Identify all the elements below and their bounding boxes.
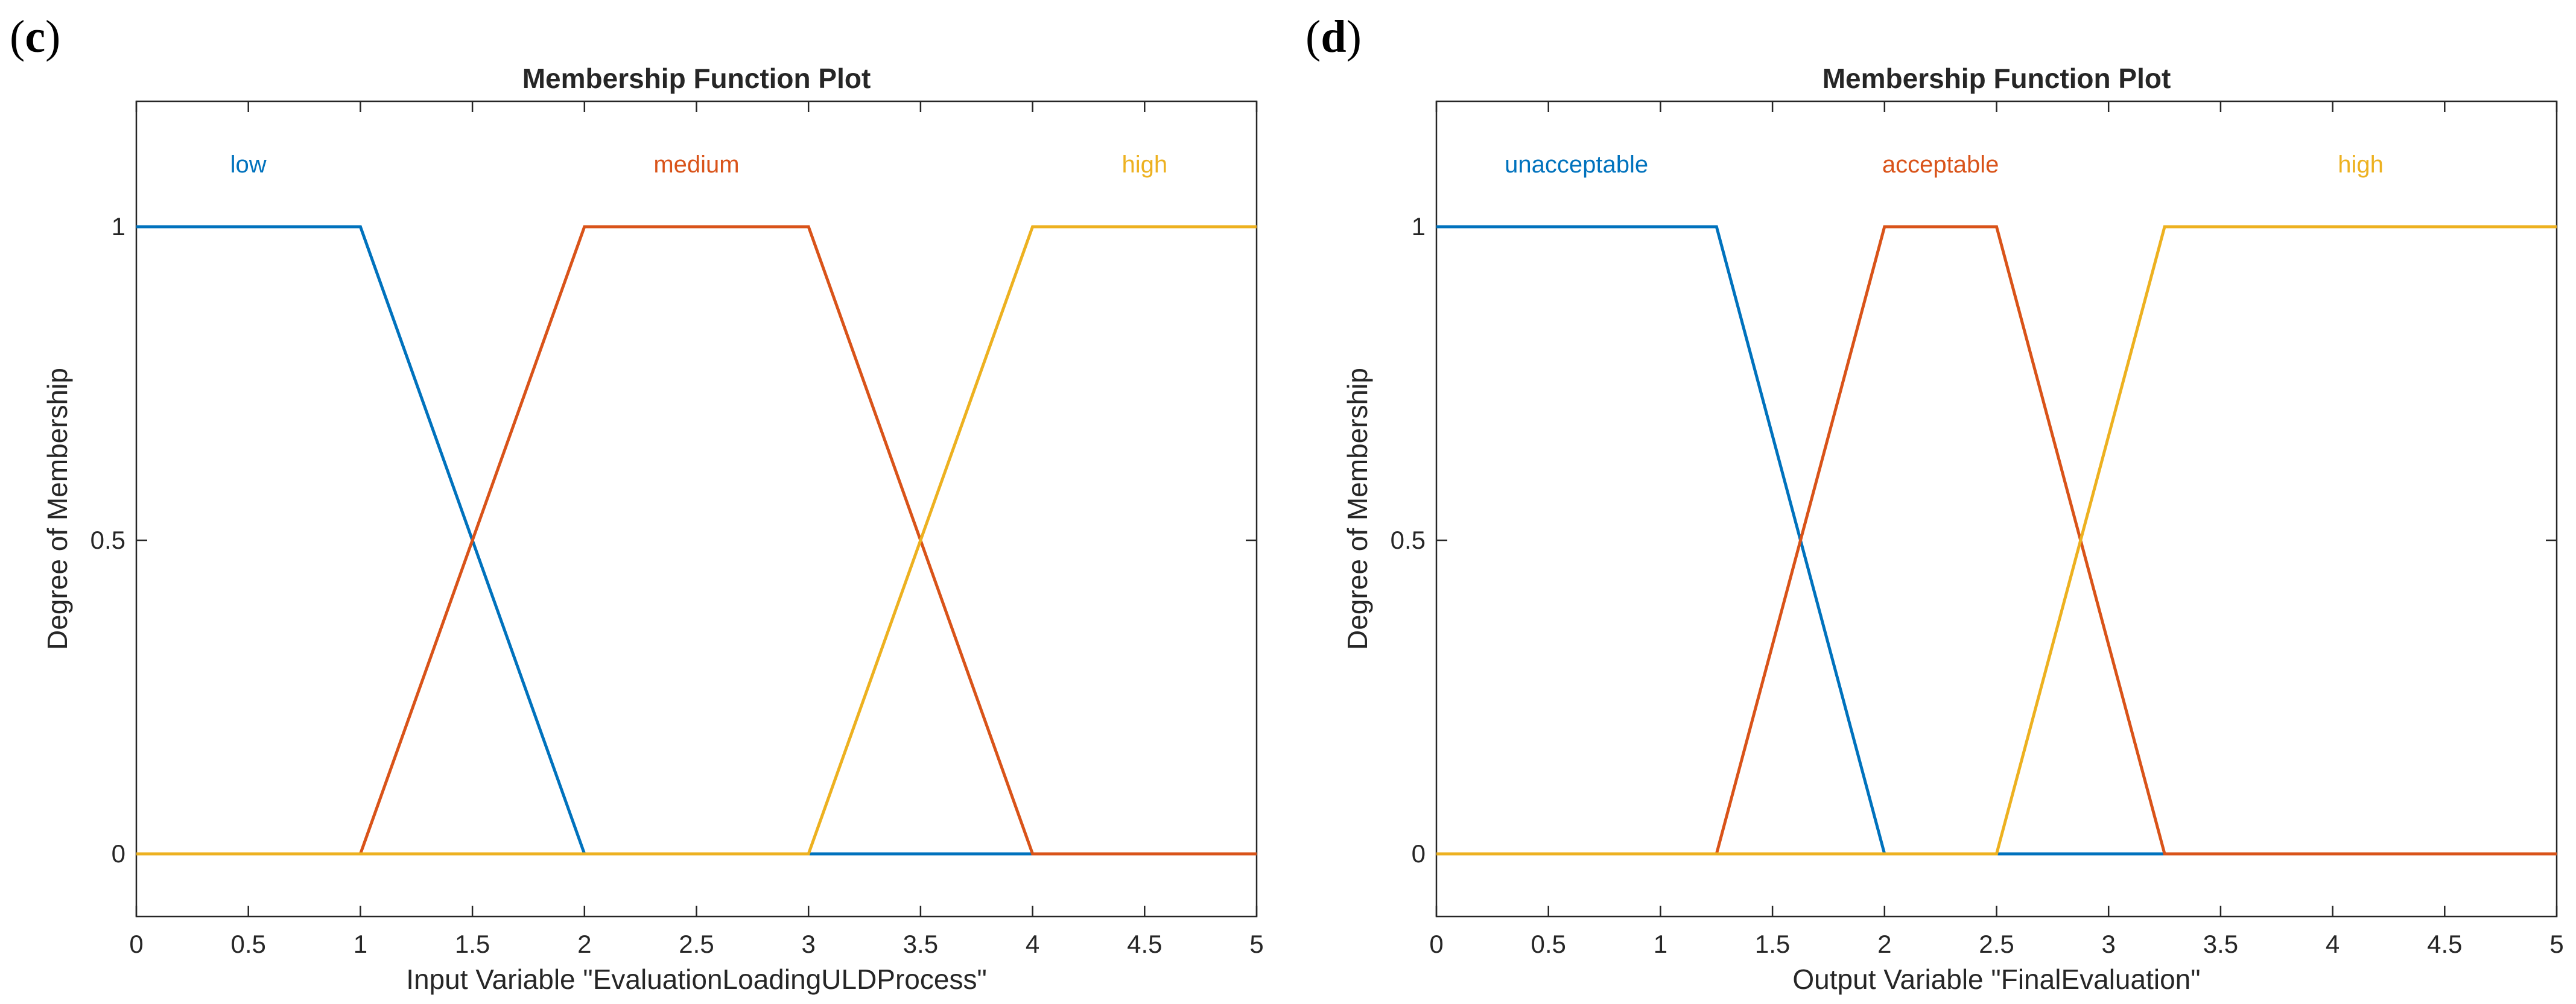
series-line-high xyxy=(136,225,1257,856)
y-tick-label: 0.5 xyxy=(1391,526,1426,554)
series-line-high xyxy=(1436,225,2557,856)
x-axis-label-d: Output Variable "FinalEvaluation" xyxy=(1792,964,2200,995)
x-tick-label: 2.5 xyxy=(1979,930,2014,958)
panel-letter-c: (c) xyxy=(10,11,60,62)
mf-label-low: low xyxy=(230,151,267,178)
x-tick-label: 4.5 xyxy=(2427,930,2462,958)
x-tick-label: 4 xyxy=(2326,930,2340,958)
x-tick-label: 3.5 xyxy=(2203,930,2238,958)
y-tick-label: 1 xyxy=(1412,212,1426,241)
x-tick-label: 1 xyxy=(354,930,367,958)
x-tick-label: 2 xyxy=(1877,930,1891,958)
plot-area-d xyxy=(1435,100,2558,918)
x-tick-label: 2 xyxy=(577,930,591,958)
x-tick-label: 2.5 xyxy=(679,930,714,958)
x-tick-label: 0.5 xyxy=(1531,930,1566,958)
y-tick-label: 0 xyxy=(112,839,125,868)
x-tick-label: 3 xyxy=(2102,930,2116,958)
x-tick-label: 0 xyxy=(1429,930,1443,958)
mf-label-unacceptable: unacceptable xyxy=(1505,151,1648,178)
y-tick-label: 1 xyxy=(112,212,125,241)
x-tick-label: 1.5 xyxy=(1755,930,1790,958)
chart-title-c: Membership Function Plot xyxy=(522,63,871,94)
chart-title-d: Membership Function Plot xyxy=(1823,63,2171,94)
mf-label-medium: medium xyxy=(653,151,739,178)
y-axis-label-c: Degree of Membership xyxy=(42,368,73,650)
x-tick-label: 0.5 xyxy=(231,930,266,958)
mf-label-acceptable: acceptable xyxy=(1882,151,1999,178)
x-tick-label: 1.5 xyxy=(455,930,490,958)
x-tick-label: 0 xyxy=(129,930,143,958)
x-tick-label: 5 xyxy=(2549,930,2563,958)
x-tick-label: 5 xyxy=(1249,930,1263,958)
x-tick-label: 3 xyxy=(802,930,816,958)
x-tick-label: 4 xyxy=(1026,930,1039,958)
mf-label-high: high xyxy=(2338,151,2384,178)
plot-area-c xyxy=(135,100,1258,918)
x-axis-label-c: Input Variable "EvaluationLoadingULDProc… xyxy=(406,964,987,995)
y-tick-label: 0.5 xyxy=(90,526,125,554)
x-tick-label: 1 xyxy=(1654,930,1667,958)
x-tick-label: 3.5 xyxy=(903,930,938,958)
panel-c: (c) Membership Function Plot 0 0.5 1 0 0.5 1… xyxy=(10,11,1264,995)
panel-letter-d: (d) xyxy=(1305,11,1362,62)
y-axis-label-d: Degree of Membership xyxy=(1342,368,1373,650)
mf-label-high: high xyxy=(1121,151,1167,178)
y-tick-label: 0 xyxy=(1412,839,1426,868)
panel-d: (d) Membership Function Plot 0 0.5 1 0 0.5 1… xyxy=(1305,11,2564,995)
x-tick-label: 4.5 xyxy=(1127,930,1162,958)
